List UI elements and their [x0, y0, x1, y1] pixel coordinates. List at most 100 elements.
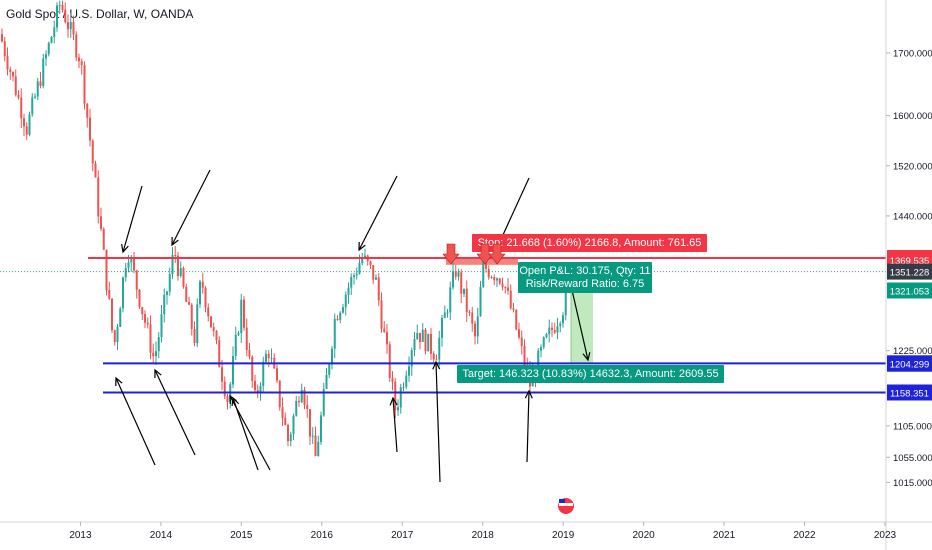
candle-body: [174, 254, 177, 256]
x-tick-label: 2017: [391, 530, 414, 541]
candle-body: [237, 333, 240, 335]
target-zone: [571, 271, 593, 364]
candle-body: [254, 380, 256, 391]
candle-body: [47, 42, 50, 55]
arrow-line[interactable]: [571, 289, 589, 361]
candle-body: [39, 81, 42, 86]
candle-body: [89, 117, 91, 141]
candle-body: [520, 337, 523, 346]
candle-body: [559, 323, 562, 327]
arrow-line[interactable]: [115, 377, 156, 466]
candle-body: [36, 81, 39, 97]
stop-zone: [446, 258, 518, 265]
y-tick-label: 1520.000: [893, 161, 932, 172]
x-tick-label: 2023: [874, 530, 897, 541]
candle-body: [138, 289, 141, 308]
candle-body: [130, 258, 133, 263]
candle-body: [430, 333, 432, 354]
candle-body: [487, 268, 490, 278]
candle-body: [287, 425, 289, 442]
candle-body: [364, 255, 366, 258]
price-tag-label-gray: 1351.228: [890, 268, 930, 279]
arrow-head: [582, 352, 591, 362]
arrow-line[interactable]: [358, 175, 398, 251]
candle-body: [171, 254, 174, 275]
x-tick-label: 2015: [230, 530, 253, 541]
candle-body: [300, 389, 303, 403]
candle-body: [303, 389, 306, 405]
y-tick-label: 1055.000: [893, 453, 932, 464]
candle-body: [67, 22, 69, 30]
event-flag-canton: [559, 499, 565, 503]
candle-body: [61, 5, 64, 10]
stop-label-text: Stop: 21.668 (1.60%) 2166.8, Amount: 761…: [478, 237, 702, 249]
candle-body: [102, 228, 105, 250]
pnl-label-text: Risk/Reward Ratio: 6.75: [526, 278, 645, 290]
candle-body: [262, 361, 265, 387]
down-marker-icon: [442, 243, 460, 265]
candle-body: [383, 328, 386, 333]
candle-body: [122, 277, 124, 309]
arrow-line[interactable]: [154, 369, 196, 456]
arrow-head: [389, 396, 398, 406]
y-tick-label: 1105.000: [893, 421, 932, 432]
candle-body: [185, 286, 188, 302]
arrow-head: [115, 376, 123, 387]
stop-label-bg: [472, 234, 707, 252]
target-label-text: Target: 146.323 (10.83%) 14632.3, Amount…: [462, 368, 718, 380]
candle-body: [133, 258, 135, 271]
x-tick-label: 2021: [713, 530, 736, 541]
candle-body: [72, 22, 75, 35]
candle-body: [58, 5, 61, 7]
candle-body: [146, 322, 149, 325]
candle-body: [234, 334, 237, 356]
chart-title: Gold Spot / U.S. Dollar, W, OANDA: [6, 7, 194, 21]
candle-body: [320, 415, 322, 442]
candle-body: [441, 318, 443, 338]
candle-body: [116, 326, 119, 343]
candle-body: [201, 281, 204, 288]
candle-body: [322, 388, 325, 416]
candle-body: [28, 114, 31, 135]
candle-body: [394, 381, 397, 411]
candle-body: [328, 364, 331, 375]
arrow-line[interactable]: [435, 361, 441, 483]
candle-body: [226, 396, 229, 403]
y-tick-label: 1225.000: [893, 346, 932, 357]
candle-body: [25, 126, 28, 135]
annotation-arrows[interactable]: [115, 169, 591, 483]
candle-body: [355, 273, 358, 276]
candle-body: [188, 301, 190, 305]
candle-body: [168, 274, 171, 292]
candle-body: [199, 281, 201, 305]
candle-body: [463, 288, 465, 294]
arrow-line[interactable]: [171, 169, 211, 246]
candle-body: [331, 348, 333, 365]
candle-body: [243, 299, 245, 328]
x-tick-label: 2020: [632, 530, 655, 541]
candle-body: [113, 330, 116, 343]
candle-body: [342, 307, 344, 313]
candle-body: [267, 353, 270, 358]
arrow-line[interactable]: [392, 397, 398, 453]
candle-body: [419, 332, 421, 342]
candle-body: [410, 349, 413, 367]
y-tick-label: 1015.000: [893, 478, 932, 489]
arrow-line[interactable]: [122, 185, 143, 253]
candle-body: [344, 294, 347, 308]
price-tag-label-blue: 1204.299: [890, 360, 930, 371]
candle-body: [391, 378, 394, 382]
candle-body: [105, 249, 108, 291]
candle-body: [523, 345, 526, 367]
candle-body: [232, 355, 234, 385]
candle-body: [298, 400, 300, 403]
candle-body: [9, 69, 12, 72]
candle-body: [212, 327, 215, 332]
support-lower-price-label: 1158.351: [890, 389, 929, 400]
arrow-line[interactable]: [526, 390, 530, 463]
candle-body: [281, 407, 284, 418]
candle-body: [69, 22, 72, 30]
arrow-line[interactable]: [232, 397, 259, 471]
